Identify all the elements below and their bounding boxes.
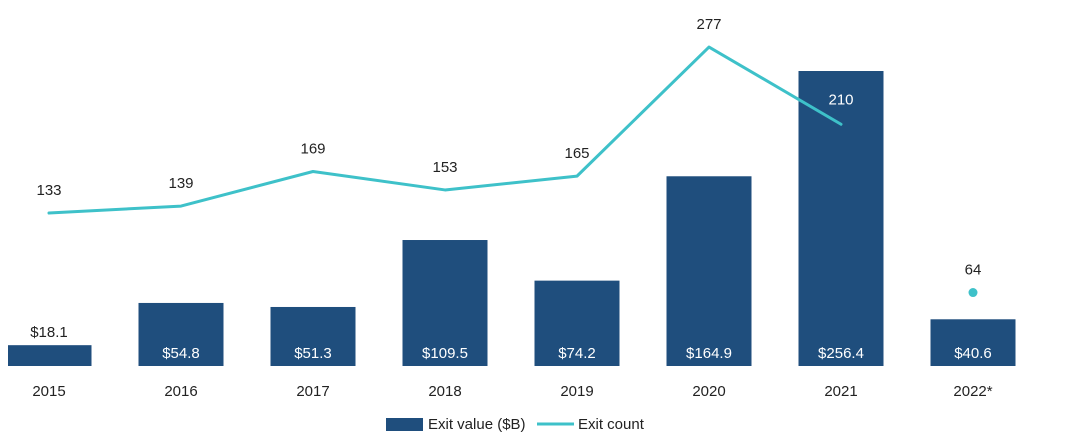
bar-value-label-2015: $18.1 bbox=[30, 324, 68, 341]
x-tick-2016: 2016 bbox=[164, 383, 197, 400]
legend-swatch-exit-value bbox=[386, 418, 423, 431]
bar-2022 bbox=[930, 319, 1016, 366]
bar-value-label-2022: $40.6 bbox=[954, 345, 992, 362]
bar-2017 bbox=[270, 306, 356, 366]
count-label-2017: 169 bbox=[300, 141, 325, 158]
count-label-2018: 153 bbox=[432, 159, 457, 176]
bar-2020 bbox=[666, 176, 752, 366]
count-label-2019: 165 bbox=[564, 145, 589, 162]
exit-count-line bbox=[47, 45, 843, 215]
count-label-2022: 64 bbox=[965, 262, 982, 279]
bar-value-label-2020: $164.9 bbox=[686, 345, 732, 362]
bar-2016 bbox=[138, 302, 224, 366]
x-tick-2021: 2021 bbox=[824, 383, 857, 400]
x-tick-2015: 2015 bbox=[32, 383, 65, 400]
bar-value-label-2021: $256.4 bbox=[818, 345, 864, 362]
x-tick-2022: 2022* bbox=[953, 383, 992, 400]
bar-2019 bbox=[534, 280, 620, 366]
bar-2018 bbox=[402, 240, 488, 366]
count-label-2021: 210 bbox=[828, 91, 853, 108]
count-label-2020: 277 bbox=[696, 16, 721, 33]
x-tick-2018: 2018 bbox=[428, 383, 461, 400]
bar-2021 bbox=[798, 71, 884, 366]
x-tick-2020: 2020 bbox=[692, 383, 725, 400]
bars-layer bbox=[8, 71, 1016, 366]
bar-value-label-2016: $54.8 bbox=[162, 345, 200, 362]
bar-2015 bbox=[8, 345, 92, 366]
legend: Exit value ($B) Exit count bbox=[386, 416, 645, 433]
exit-count-point-2022 bbox=[968, 288, 978, 298]
labels-layer: $18.1 $54.8 $51.3 $109.5 $74.2 $164.9 $256.4 $4… bbox=[30, 16, 992, 362]
legend-label-exit-count: Exit count bbox=[578, 416, 645, 433]
x-tick-2017: 2017 bbox=[296, 383, 329, 400]
count-label-2015: 133 bbox=[36, 182, 61, 199]
bar-value-label-2017: $51.3 bbox=[294, 345, 332, 362]
line-layer bbox=[47, 45, 978, 298]
x-tick-2019: 2019 bbox=[560, 383, 593, 400]
bar-value-label-2018: $109.5 bbox=[422, 345, 468, 362]
bar-value-label-2019: $74.2 bbox=[558, 345, 596, 362]
x-axis-ticks: 2015 2016 2017 2018 2019 2020 2021 2022* bbox=[32, 383, 992, 400]
count-label-2016: 139 bbox=[168, 175, 193, 192]
legend-label-exit-value: Exit value ($B) bbox=[428, 416, 526, 433]
